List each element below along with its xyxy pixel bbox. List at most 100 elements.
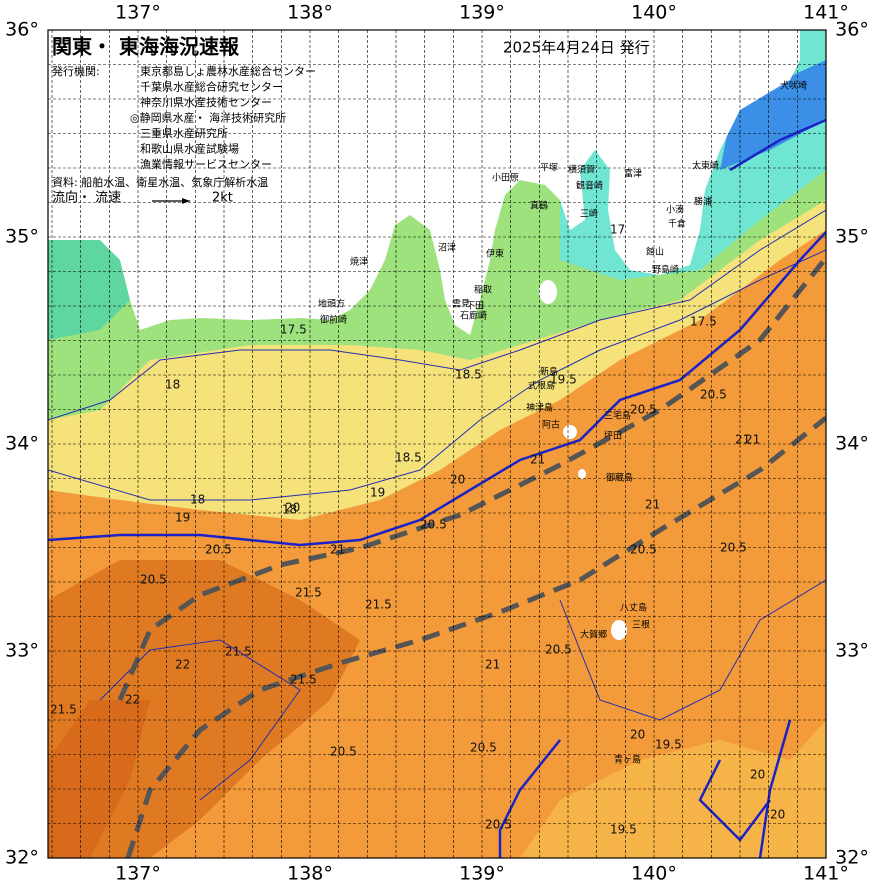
contour-label: 18.5: [455, 368, 482, 382]
contour-line: [48, 231, 826, 547]
place-name: 御前崎: [320, 314, 347, 326]
lat-label-right: 35°: [835, 226, 869, 248]
island: [611, 620, 627, 640]
contour-label: 19.5: [610, 823, 637, 837]
issuer: 神奈川県水産技術センター: [140, 95, 272, 109]
island: [563, 425, 577, 439]
place-name: 焼津: [350, 257, 368, 268]
place-name: 真鶴: [530, 200, 548, 212]
place-name: 勝浦: [694, 196, 712, 208]
contour-label: 18.5: [395, 451, 422, 465]
contour-label: 20: [630, 728, 645, 742]
lon-label-top: 137°: [115, 2, 161, 24]
lat-label-right: 32°: [835, 847, 869, 869]
place-name: 地頭方: [318, 298, 345, 310]
kuroshio-axis: [117, 256, 826, 858]
contour-line: [698, 719, 792, 858]
contour-label: 21: [330, 543, 345, 557]
contour-label: 20: [750, 768, 765, 782]
contour-label: 20.5: [700, 388, 727, 402]
place-name: 青ヶ島: [614, 754, 641, 766]
place-name: 館山: [646, 246, 664, 258]
land: [48, 30, 800, 335]
sea: [48, 30, 826, 858]
contour-label: 21.5: [295, 586, 322, 600]
lat-label-right: 33°: [835, 640, 869, 662]
lat-label-right: 34°: [835, 433, 869, 455]
place-name: 伊東: [486, 248, 504, 260]
contour-label: 20: [285, 501, 300, 515]
contour-line: [729, 118, 826, 172]
lat-label-left: 34°: [5, 433, 39, 455]
issuer: 漁業情報サービスセンター: [140, 157, 272, 171]
contour-label: 17.5: [280, 323, 307, 337]
contour-label: 19.5: [655, 738, 682, 752]
lon-label-top: 141°: [803, 2, 849, 24]
place-name: 雲見: [452, 299, 470, 310]
contour-label: 21: [530, 453, 545, 467]
place-name: 三根: [632, 619, 650, 631]
contour-label: 17.5: [690, 315, 717, 329]
lon-label-bottom: 138°: [287, 863, 333, 885]
contour-label: 18: [190, 493, 205, 507]
place-name: 小湊: [666, 204, 684, 216]
contour-label: 17: [610, 223, 625, 237]
place-name: 石廊崎: [460, 310, 487, 322]
place-name: 式根島: [528, 380, 555, 392]
contour-label: 22: [125, 693, 140, 707]
contour-label: 20.5: [630, 543, 657, 557]
source: 資料: 船舶水温、衛星水温、気象庁解析水温: [52, 175, 268, 189]
legend-arrowhead: [182, 198, 190, 204]
contour-label: 18: [165, 378, 180, 392]
place-name: 稲取: [474, 284, 492, 296]
contour-label: 21.5: [50, 703, 77, 717]
island: [539, 280, 557, 304]
lat-label-right: 36°: [835, 19, 869, 41]
contour-label: 20.5: [420, 518, 447, 532]
issuer: 三重県水産研究所: [140, 126, 228, 140]
contour-label: 21: [485, 658, 500, 672]
lon-label-bottom: 141°: [803, 863, 849, 885]
contour-label: 21.5: [365, 598, 392, 612]
contour-label: 21.5: [290, 673, 317, 687]
lat-label-left: 32°: [5, 847, 39, 869]
legend-scale: 2kt: [212, 191, 233, 206]
contour-label: 22: [175, 658, 190, 672]
contour-label: 19: [370, 486, 385, 500]
issuers: 東京都島しょ農林水産総合センター千葉県水産総合研究センター神奈川県水産技術センタ…: [130, 64, 316, 171]
contour-label: 18: [282, 503, 297, 517]
labels: 137° 137° 138° 138° 139° 139° 140° 140° 141° 141°…: [5, 2, 869, 885]
place-name: 犬吠埼: [780, 80, 807, 92]
contour-line: [498, 739, 561, 858]
place-name: 新島: [540, 366, 558, 378]
lon-label-bottom: 140°: [631, 863, 677, 885]
map-frame: [47, 29, 827, 859]
legend-label: 流向・ 流速: [52, 190, 121, 206]
warm-core: [48, 700, 150, 858]
lon-label-top: 139°: [459, 2, 505, 24]
place-name: 富津: [624, 168, 642, 180]
issuer-label: 発行機関:: [52, 64, 100, 78]
title: 関東・ 東海海況速報: [52, 35, 240, 59]
contour-label: 20.5: [205, 543, 232, 557]
lon-label-top: 140°: [631, 2, 677, 24]
place-name: 三崎: [580, 208, 598, 220]
place-name: 沼津: [438, 243, 456, 254]
contour-label: 20: [450, 473, 465, 487]
place-name: 下田: [466, 301, 484, 312]
place-name: 御蔵島: [606, 472, 633, 484]
cold-core: [720, 60, 826, 170]
issue-date: 2025年4月24日 発行: [503, 39, 650, 57]
issuer: 東京都島しょ農林水産総合センター: [140, 64, 316, 78]
grid: [48, 30, 826, 858]
lat-label-left: 35°: [5, 226, 39, 248]
lon-label-top: 138°: [287, 2, 333, 24]
contour-label: 21.5: [225, 645, 252, 659]
contour-label: 20.5: [630, 403, 657, 417]
contour-label: 20.5: [545, 643, 572, 657]
place-name: 観音崎: [576, 180, 603, 192]
contour-label: 21: [735, 433, 750, 447]
place-name: 阿古: [542, 419, 560, 431]
place-name: 横須賀: [568, 164, 595, 176]
contour-label: 20.5: [720, 541, 747, 555]
